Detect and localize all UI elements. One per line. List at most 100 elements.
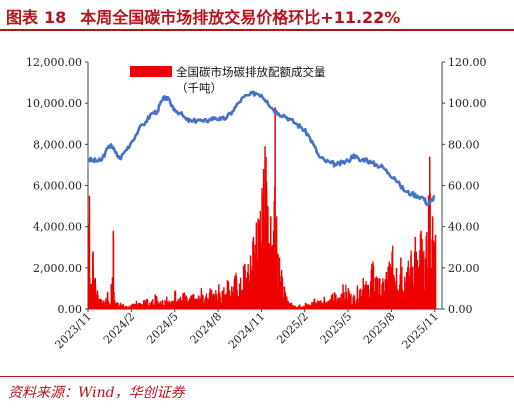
volume-bar-peak xyxy=(309,304,311,309)
right-tick-label: 120.00 xyxy=(448,56,487,69)
volume-bar xyxy=(324,302,326,309)
volume-bar-peak xyxy=(135,300,138,309)
volume-bar-peak xyxy=(327,300,330,309)
volume-bar-peak xyxy=(94,278,97,309)
volume-bar-peak xyxy=(209,288,211,309)
volume-bar-peak xyxy=(366,286,369,309)
volume-bar-peak xyxy=(381,284,383,309)
volume-bar-peak xyxy=(264,146,266,309)
figure-title: 本周全国碳市场排放交易价格环比+11.22% xyxy=(80,8,401,27)
volume-bar-peak xyxy=(213,294,216,309)
x-tick-label: 2024/8 xyxy=(188,310,225,347)
chart-title: 图表 18 本周全国碳市场排放交易价格环比+11.22% xyxy=(6,4,400,28)
volume-bar-peak xyxy=(385,271,388,309)
volume-bar xyxy=(293,305,295,309)
right-tick-label: 80.00 xyxy=(448,138,480,151)
volume-bar-peak xyxy=(376,278,379,309)
title-rule xyxy=(0,29,514,31)
legend-label: 全国碳市场碳排放配额成交量 xyxy=(176,65,326,79)
volume-bar-peak xyxy=(274,107,276,310)
volume-bar-peak xyxy=(192,294,194,309)
volume-bar-peak xyxy=(304,302,307,309)
volume-bar-peak xyxy=(249,255,252,309)
volume-bar-peak xyxy=(119,302,122,309)
volume-bar-peak xyxy=(258,226,260,309)
volume-bar-peak xyxy=(200,290,203,309)
volume-bar xyxy=(152,299,154,309)
volume-bar xyxy=(320,300,322,309)
volume-bar xyxy=(161,299,164,309)
volume-bar-peak xyxy=(400,257,402,309)
volume-bar xyxy=(159,302,161,309)
volume-bar xyxy=(223,287,225,309)
x-tick-label: 2024/5 xyxy=(144,310,181,347)
volume-bar-peak xyxy=(434,234,437,309)
volume-bar-peak xyxy=(371,263,373,309)
volume-bar-peak xyxy=(287,300,289,309)
volume-bar xyxy=(359,288,361,309)
volume-bar xyxy=(329,298,331,309)
volume-bar xyxy=(317,301,319,309)
volume-bar xyxy=(134,303,136,309)
right-tick-label: 0.00 xyxy=(448,303,473,316)
volume-bar-peak xyxy=(231,286,233,309)
volume-bar-peak xyxy=(267,206,269,309)
x-tick-label: 2025/11 xyxy=(399,310,441,352)
volume-bar xyxy=(206,298,208,309)
volume-bar-peak xyxy=(226,280,229,309)
volume-bar-peak xyxy=(281,278,284,309)
volume-bar-peak xyxy=(395,267,398,309)
volume-bar-peak xyxy=(417,267,419,309)
volume-bar xyxy=(245,277,248,309)
volume-bar-peak xyxy=(88,195,91,309)
volume-bar xyxy=(337,297,339,309)
x-tick-label: 2025/2 xyxy=(274,310,311,347)
volume-bar xyxy=(157,301,159,309)
volume-bar xyxy=(117,303,119,309)
volume-bar xyxy=(350,293,352,309)
volume-bar xyxy=(198,296,200,309)
volume-bar xyxy=(219,296,222,309)
right-tick-label: 60.00 xyxy=(448,180,480,193)
volume-bar-peak xyxy=(337,298,340,309)
volume-bar-peak xyxy=(170,302,172,309)
volume-bar xyxy=(225,293,227,309)
volume-bar xyxy=(367,284,370,309)
volume-bar-peak xyxy=(166,296,168,309)
volume-bar-peak xyxy=(414,236,417,309)
volume-bar-peak xyxy=(278,257,281,309)
volume-bar xyxy=(401,266,403,309)
volume-bar-peak xyxy=(319,300,321,309)
volume-bar-peak xyxy=(352,296,354,309)
volume-bar xyxy=(382,282,385,309)
volume-bar xyxy=(340,293,342,309)
x-tick-label: 2025/8 xyxy=(361,310,398,347)
source-note: 资料来源：Wind，华创证券 xyxy=(8,385,185,401)
volume-bar-peak xyxy=(246,271,249,309)
volume-bars xyxy=(88,107,437,310)
volume-bar-peak xyxy=(205,296,207,309)
volume-bar-peak xyxy=(252,236,255,309)
left-tick-label: 10,000.00 xyxy=(26,97,82,110)
volume-bar xyxy=(167,302,169,309)
volume-bar-peak xyxy=(174,290,177,309)
volume-bar-peak xyxy=(423,257,425,309)
volume-bar xyxy=(156,296,158,309)
x-tick-label: 2025/5 xyxy=(318,310,355,347)
volume-bar-peak xyxy=(272,230,275,309)
volume-bar-peak xyxy=(342,284,344,309)
volume-bar-peak xyxy=(391,251,393,309)
volume-bar xyxy=(412,266,414,309)
volume-bar-peak xyxy=(99,298,102,309)
volume-bar xyxy=(122,303,124,309)
volume-bar xyxy=(390,266,392,309)
volume-bar-peak xyxy=(265,181,268,309)
volume-bar xyxy=(212,293,215,309)
volume-bar-peak xyxy=(102,302,104,309)
volume-bar xyxy=(146,299,149,309)
volume-bar-peak xyxy=(433,247,435,309)
x-tick-label: 2024/2 xyxy=(101,310,138,347)
volume-bar-peak xyxy=(187,300,190,309)
volume-bar-peak xyxy=(298,304,301,309)
volume-bar-peak xyxy=(179,298,181,309)
